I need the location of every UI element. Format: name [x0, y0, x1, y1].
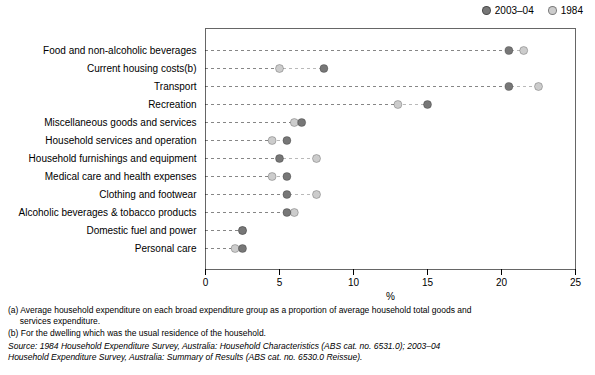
svg-text:0: 0: [203, 277, 209, 288]
svg-text:%: %: [386, 291, 395, 302]
svg-text:Transport: Transport: [154, 81, 197, 92]
svg-text:5: 5: [277, 277, 283, 288]
svg-text:Miscellaneous goods and servic: Miscellaneous goods and services: [44, 117, 196, 128]
svg-text:Food and non-alcoholic beverag: Food and non-alcoholic beverages: [43, 45, 196, 56]
svg-text:Alcoholic beverages & tobacco: Alcoholic beverages & tobacco products: [19, 207, 197, 218]
svg-text:10: 10: [348, 277, 360, 288]
svg-text:Household furnishings and equi: Household furnishings and equipment: [29, 153, 197, 164]
svg-text:15: 15: [422, 277, 434, 288]
html-text:1984: 1984: [560, 4, 583, 16]
svg-text:Household services and operati: Household services and operation: [45, 135, 196, 146]
svg-text:25: 25: [570, 277, 582, 288]
html-text:(a) Average household expendit: (a) Average household expenditure on eac…: [8, 305, 472, 326]
html-text:Source: 1984 Household Expendi: Source: 1984 Household Expenditure Surve…: [8, 340, 441, 362]
svg-text:Recreation: Recreation: [148, 99, 196, 110]
svg-text:Domestic fuel and power: Domestic fuel and power: [86, 225, 197, 236]
html-text:(b) For the dwelling which was: (b) For the dwelling which was the usual…: [8, 328, 266, 339]
html-text:2003–04: 2003–04: [494, 4, 534, 16]
svg-text:20: 20: [496, 277, 508, 288]
svg-text:Clothing and footwear: Clothing and footwear: [99, 189, 197, 200]
svg-text:Personal care: Personal care: [135, 243, 197, 254]
svg-text:Current housing costs(b): Current housing costs(b): [87, 63, 197, 74]
svg-text:Medical care and health expens: Medical care and health expenses: [45, 171, 197, 182]
